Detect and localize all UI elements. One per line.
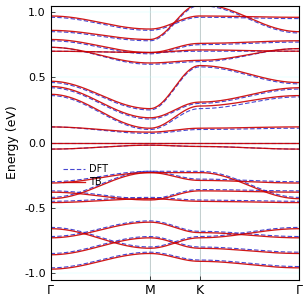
TB [64,49,67,53]
TB [49,49,52,53]
TB [198,48,201,52]
Line: TB: TB [51,50,299,52]
Y-axis label: Energy (eV): Energy (eV) [6,106,18,179]
DFT [277,49,281,53]
DFT [148,51,152,54]
TB [95,50,98,54]
DFT [286,49,290,53]
DFT [49,49,52,53]
TB [287,49,291,53]
DFT [59,49,63,53]
TB [297,49,301,53]
TB [148,51,152,54]
DFT [95,50,98,54]
TB [59,49,63,53]
DFT [64,49,67,53]
DFT [297,49,301,53]
DFT [115,50,118,54]
Legend: DFT, TB: DFT, TB [59,160,111,191]
Line: DFT: DFT [51,51,299,52]
TB [115,50,118,54]
TB [278,49,282,53]
